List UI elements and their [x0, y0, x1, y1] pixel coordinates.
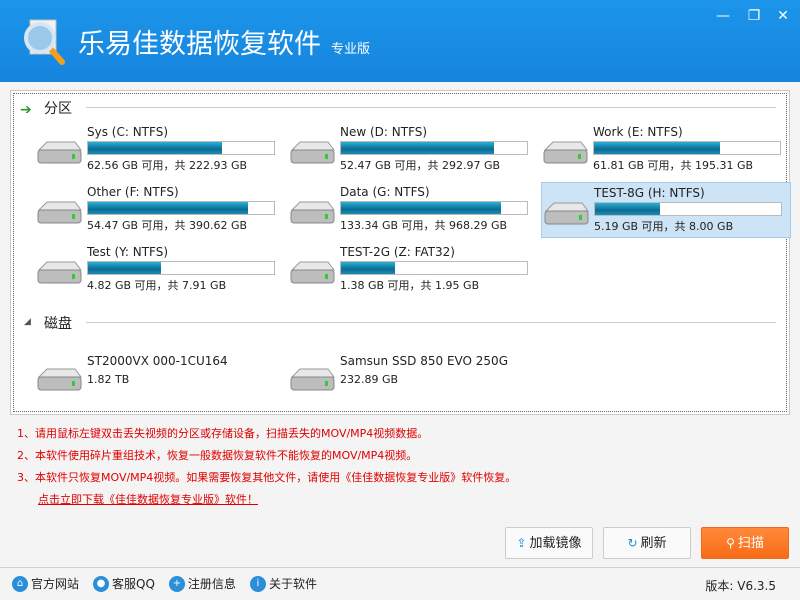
- expand-arrow-icon[interactable]: ➔: [20, 102, 32, 118]
- refresh-label: 刷新: [640, 536, 667, 551]
- usage-fill: [594, 142, 721, 154]
- partition-size: 54.47 GB 可用，共 390.62 GB: [87, 219, 248, 232]
- note-3: 3、本软件只恢复MOV/MP4视频。如果需要恢复其他文件，请使用《佳佳数据恢复专…: [17, 471, 517, 484]
- note-2: 2、本软件使用碎片重组技术，恢复一般数据恢复软件不能恢复的MOV/MP4视频。: [17, 449, 418, 462]
- title-bar: 乐易佳数据恢复软件 专业版 — ❐ ✕: [0, 0, 800, 82]
- about-link[interactable]: i 关于软件: [249, 575, 317, 592]
- note-1: 1、请用鼠标左键双击丢失视频的分区或存储设备，扫描丢失的MOV/MP4视频数据。: [17, 427, 429, 440]
- version-label: 版本: V6.3.5: [705, 579, 776, 593]
- website-label: 官方网站: [31, 577, 80, 591]
- partition-size: 52.47 GB 可用，共 292.97 GB: [340, 159, 501, 172]
- usage-bar: [340, 201, 528, 215]
- collapse-arrow-icon[interactable]: ◢: [24, 317, 31, 327]
- qq-link[interactable]: ● 客服QQ: [93, 575, 155, 592]
- disk-item[interactable]: Samsun SSD 850 EVO 250G 232.89 GB: [288, 349, 538, 405]
- minimize-button[interactable]: —: [716, 8, 730, 24]
- download-link[interactable]: 点击立即下载《佳佳数据恢复专业版》软件！: [38, 493, 258, 506]
- partition-item[interactable]: TEST-8G (H: NTFS) 5.19 GB 可用，共 8.00 GB: [541, 182, 791, 238]
- upload-icon: ⇪: [516, 536, 527, 550]
- usage-fill: [88, 142, 222, 154]
- disk-item[interactable]: ST2000VX 000-1CU164 1.82 TB: [35, 349, 285, 405]
- partition-size: 133.34 GB 可用，共 968.29 GB: [340, 219, 508, 232]
- usage-fill: [88, 202, 248, 214]
- usage-fill: [341, 202, 501, 214]
- partition-item[interactable]: Sys (C: NTFS) 62.56 GB 可用，共 222.93 GB: [35, 122, 285, 178]
- partition-name: Other (F: NTFS): [87, 185, 179, 199]
- app-edition: 专业版: [331, 42, 371, 57]
- partition-name: Sys (C: NTFS): [87, 125, 168, 139]
- partitions-heading: 分区: [44, 101, 72, 117]
- search-icon: ⚲: [726, 536, 735, 550]
- maximize-button[interactable]: ❐: [747, 8, 761, 24]
- app-title: 乐易佳数据恢复软件: [78, 29, 321, 60]
- footer-links: ⌂ 官方网站 ● 客服QQ + 注册信息 i 关于软件: [12, 575, 317, 592]
- title-group: 乐易佳数据恢复软件 专业版: [78, 22, 370, 61]
- refresh-icon: ↻: [627, 536, 638, 550]
- partition-name: TEST-2G (Z: FAT32): [340, 245, 455, 259]
- partition-name: TEST-8G (H: NTFS): [594, 186, 705, 200]
- partition-size: 62.56 GB 可用，共 222.93 GB: [87, 159, 248, 172]
- disk-name: Samsun SSD 850 EVO 250G: [340, 354, 508, 368]
- partition-size: 61.81 GB 可用，共 195.31 GB: [593, 159, 754, 172]
- partition-size: 1.38 GB 可用，共 1.95 GB: [340, 279, 480, 292]
- partition-name: Work (E: NTFS): [593, 125, 683, 139]
- magnifier-logo-icon: [24, 19, 65, 65]
- usage-bar: [340, 261, 528, 275]
- website-link[interactable]: ⌂ 官方网站: [12, 575, 79, 592]
- partition-size: 4.82 GB 可用，共 7.91 GB: [87, 279, 227, 292]
- partition-item[interactable]: Data (G: NTFS) 133.34 GB 可用，共 968.29 GB: [288, 182, 538, 238]
- hard-drive-icon: [290, 201, 335, 224]
- hard-drive-icon: [37, 261, 82, 284]
- usage-fill: [595, 203, 661, 215]
- partition-name: Test (Y: NTFS): [87, 245, 169, 259]
- qq-label: 客服QQ: [112, 577, 155, 591]
- about-label: 关于软件: [268, 577, 317, 591]
- refresh-button[interactable]: ↻ 刷新: [603, 527, 691, 559]
- usage-bar: [593, 141, 781, 155]
- device-panel: ➔ 分区 Sys (C: NTFS) 62.56 GB 可用，共 222.93 G…: [10, 90, 791, 415]
- partition-item[interactable]: Other (F: NTFS) 54.47 GB 可用，共 390.62 GB: [35, 182, 285, 238]
- scan-button[interactable]: ⚲ 扫描: [701, 527, 789, 559]
- hard-drive-icon: [37, 368, 82, 391]
- partition-item[interactable]: Test (Y: NTFS) 4.82 GB 可用，共 7.91 GB: [35, 242, 285, 298]
- add-user-icon: +: [168, 575, 185, 592]
- usage-bar: [594, 202, 782, 216]
- info-icon: i: [249, 575, 266, 592]
- disk-size: 1.82 TB: [87, 373, 130, 386]
- home-icon: ⌂: [12, 575, 28, 592]
- disk-name: ST2000VX 000-1CU164: [87, 354, 228, 368]
- register-link[interactable]: + 注册信息: [168, 575, 236, 592]
- disk-size: 232.89 GB: [340, 373, 399, 386]
- hard-drive-icon: [290, 368, 335, 391]
- partition-item[interactable]: TEST-2G (Z: FAT32) 1.38 GB 可用，共 1.95 GB: [288, 242, 538, 298]
- usage-fill: [341, 142, 494, 154]
- partition-name: Data (G: NTFS): [340, 185, 430, 199]
- partition-name: New (D: NTFS): [340, 125, 428, 139]
- scan-label: 扫描: [737, 536, 764, 551]
- register-label: 注册信息: [187, 577, 236, 591]
- hard-drive-icon: [290, 141, 335, 164]
- load-image-label: 加载镜像: [529, 536, 582, 551]
- hard-drive-icon: [37, 201, 82, 224]
- usage-bar: [87, 141, 275, 155]
- qq-icon: ●: [93, 575, 110, 592]
- hard-drive-icon: [544, 202, 589, 225]
- hard-drive-icon: [37, 141, 82, 164]
- usage-bar: [87, 261, 275, 275]
- usage-fill: [88, 262, 161, 274]
- partition-item[interactable]: Work (E: NTFS) 61.81 GB 可用，共 195.31 GB: [541, 122, 791, 178]
- load-image-button[interactable]: ⇪ 加载镜像: [505, 527, 593, 559]
- usage-bar: [87, 201, 275, 215]
- partition-item[interactable]: New (D: NTFS) 52.47 GB 可用，共 292.97 GB: [288, 122, 538, 178]
- close-button[interactable]: ✕: [777, 8, 789, 24]
- hard-drive-icon: [290, 261, 335, 284]
- disks-heading: 磁盘: [44, 316, 72, 332]
- hard-drive-icon: [543, 141, 588, 164]
- usage-bar: [340, 141, 528, 155]
- partition-size: 5.19 GB 可用，共 8.00 GB: [594, 220, 734, 233]
- usage-fill: [341, 262, 395, 274]
